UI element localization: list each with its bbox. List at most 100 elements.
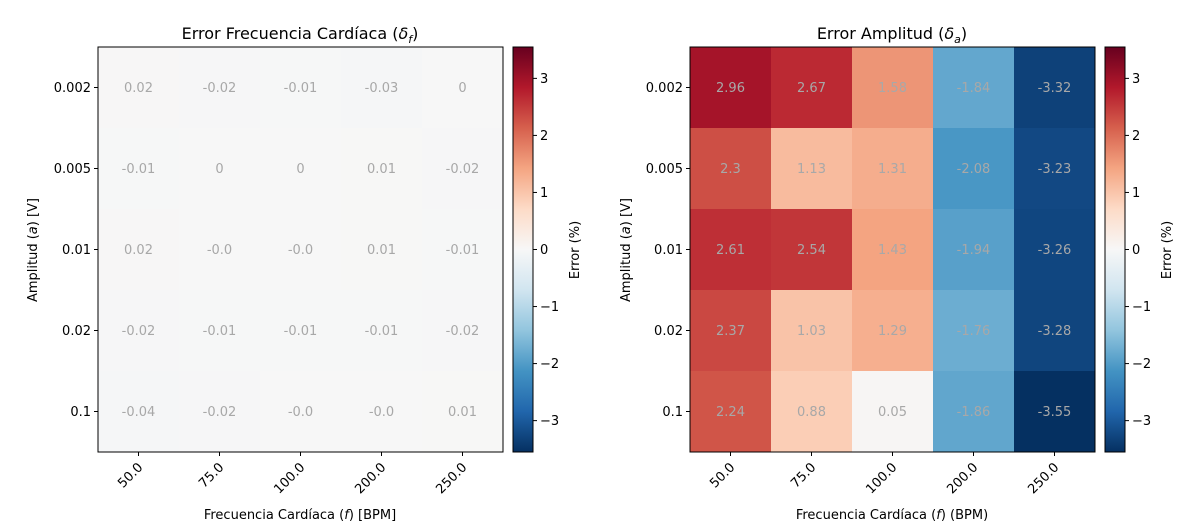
cell-value-label: 1.31 <box>878 162 907 177</box>
heatmap-cell <box>690 209 772 291</box>
heatmap-cell <box>852 290 934 372</box>
heatmap-cell <box>422 209 504 291</box>
heatmap-cell <box>179 371 261 453</box>
colorbar: −3 −2 −1 0 1 2 3 Error (%) <box>1104 46 1175 453</box>
x-tick-label: 100.0 <box>271 460 308 497</box>
cell-value-label: -0.02 <box>203 81 237 96</box>
y-axis-label: Amplitud (a) [V] <box>26 198 41 302</box>
heatmap-cell <box>771 290 853 372</box>
heatmap-panel-amplitude-error: Error Amplitud (δa) 2.96 2.67 1.58 -1.84 -3.… <box>619 24 1175 523</box>
x-tick-label: 200.0 <box>352 460 389 497</box>
heatmap-cell <box>1014 371 1096 453</box>
colorbar-tick-label: −3 <box>1132 414 1151 429</box>
cell-value-label: -1.86 <box>957 405 991 420</box>
y-axis-label: Amplitud (a) [V] <box>619 198 634 302</box>
colorbar: −3 −2 −1 0 1 2 3 Error (%) <box>512 46 583 453</box>
cell-value-label: -1.76 <box>957 324 991 339</box>
heatmap-cell <box>422 371 504 453</box>
y-tick-label: 0.01 <box>654 243 683 258</box>
cell-value-label: -0.01 <box>284 81 318 96</box>
cell-value-label: -0.0 <box>369 405 394 420</box>
cell-annotations: 2.96 2.67 1.58 -1.84 -3.32 2.3 1.13 1.31 -2.08 -3… <box>716 81 1071 420</box>
heatmap-cell <box>690 47 772 129</box>
x-tick-label: 50.0 <box>115 460 146 491</box>
heatmap-cell <box>341 47 423 129</box>
cell-value-label: 2.61 <box>716 243 745 258</box>
x-tick-label: 200.0 <box>944 460 981 497</box>
heatmap-cell <box>852 371 934 453</box>
heatmap-cells <box>690 47 1096 453</box>
heatmap-cell <box>852 47 934 129</box>
cell-value-label: -3.23 <box>1038 162 1072 177</box>
heatmap-cell <box>341 371 423 453</box>
y-tick-label: 0.02 <box>62 324 91 339</box>
chart-title: Error Frecuencia Cardíaca (δf) <box>182 24 419 46</box>
colorbar-tick-label: −1 <box>1132 300 1151 315</box>
heatmap-cell <box>179 290 261 372</box>
heatmap-cell <box>690 371 772 453</box>
cell-value-label: 0 <box>296 162 304 177</box>
heatmap-cell <box>422 290 504 372</box>
heatmap-cell <box>771 371 853 453</box>
cell-value-label: -3.55 <box>1038 405 1072 420</box>
cell-value-label: 1.03 <box>797 324 826 339</box>
cell-value-label: 2.24 <box>716 405 745 420</box>
heatmap-cell <box>341 290 423 372</box>
cell-value-label: -3.32 <box>1038 81 1072 96</box>
heatmap-cell <box>260 371 342 453</box>
x-tick-label: 250.0 <box>1025 460 1062 497</box>
cell-value-label: -3.28 <box>1038 324 1072 339</box>
colorbar-tick-label: 0 <box>1132 243 1140 258</box>
heatmap-cell <box>1014 209 1096 291</box>
cell-value-label: -3.26 <box>1038 243 1072 258</box>
heatmap-cell <box>771 47 853 129</box>
cell-value-label: 1.29 <box>878 324 907 339</box>
chart-title: Error Amplitud (δa) <box>817 24 967 46</box>
cell-value-label: 2.96 <box>716 81 745 96</box>
heatmap-cell <box>260 209 342 291</box>
y-tick-label: 0.005 <box>54 162 91 177</box>
heatmap-cell <box>98 47 180 129</box>
cell-value-label: 0.01 <box>367 243 396 258</box>
heatmap-cell <box>852 128 934 210</box>
cell-value-label: -0.01 <box>122 162 156 177</box>
colorbar-label: Error (%) <box>1160 221 1175 279</box>
heatmap-cell <box>98 128 180 210</box>
heatmap-cell <box>690 128 772 210</box>
heatmap-cell <box>690 290 772 372</box>
cell-value-label: 0.88 <box>797 405 826 420</box>
cell-value-label: 0.01 <box>448 405 477 420</box>
heatmap-cell <box>341 128 423 210</box>
cell-value-label: -0.01 <box>446 243 480 258</box>
cell-value-label: -0.03 <box>365 81 399 96</box>
heatmap-cell <box>771 209 853 291</box>
colorbar-tick-label: 3 <box>540 72 548 87</box>
heatmap-cell <box>422 128 504 210</box>
colorbar-tick-label: 3 <box>1132 72 1140 87</box>
heatmap-cell <box>771 128 853 210</box>
heatmap-cells <box>98 47 504 453</box>
cell-value-label: -0.01 <box>203 324 237 339</box>
cell-value-label: -0.01 <box>284 324 318 339</box>
y-tick-label: 0.01 <box>62 243 91 258</box>
cell-value-label: -0.02 <box>446 162 480 177</box>
colorbar-ticks: −3 −2 −1 0 1 2 3 <box>533 72 559 429</box>
y-axis-ticks: 0.002 0.005 0.01 0.02 0.1 <box>646 81 690 420</box>
heatmap-cell <box>179 128 261 210</box>
cell-value-label: -0.02 <box>122 324 156 339</box>
y-tick-label: 0.005 <box>646 162 683 177</box>
heatmap-cell <box>98 290 180 372</box>
cell-value-label: -0.02 <box>203 405 237 420</box>
cell-value-label: -1.84 <box>957 81 991 96</box>
heatmap-cell <box>341 209 423 291</box>
heatmap-cell <box>933 371 1015 453</box>
cell-value-label: -0.04 <box>122 405 156 420</box>
heatmap-cell <box>852 209 934 291</box>
cell-value-label: 1.13 <box>797 162 826 177</box>
cell-value-label: -2.08 <box>957 162 991 177</box>
heatmap-cell <box>260 47 342 129</box>
cell-value-label: 0.01 <box>367 162 396 177</box>
heatmap-cell <box>260 290 342 372</box>
cell-value-label: -0.02 <box>446 324 480 339</box>
cell-value-label: 1.43 <box>878 243 907 258</box>
